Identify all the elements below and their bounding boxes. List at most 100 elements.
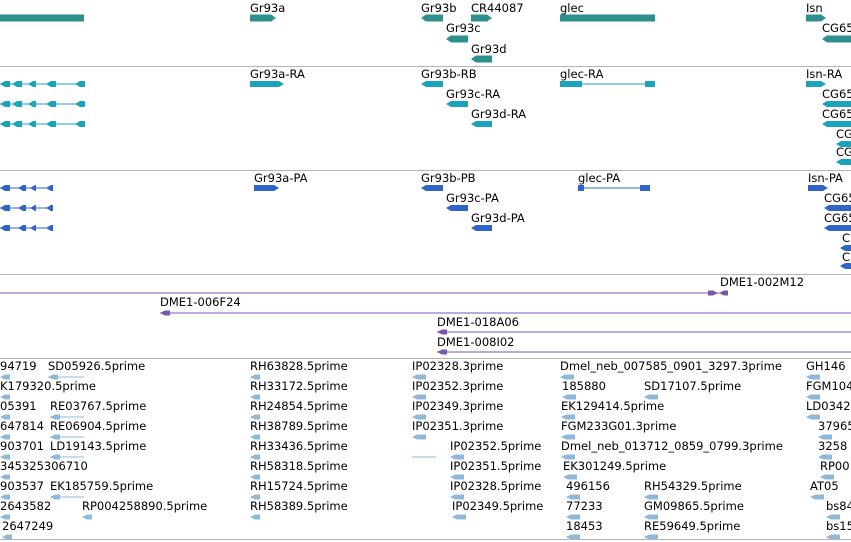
est-label[interactable]: 185880 (562, 379, 606, 393)
est-bar[interactable] (566, 514, 580, 520)
est-label[interactable]: 2647249 (2, 519, 54, 533)
est-bar[interactable] (644, 514, 658, 520)
transcript-label[interactable]: CG (836, 145, 851, 159)
transcript-left-exon[interactable] (75, 81, 85, 87)
est-bar[interactable] (560, 374, 574, 380)
transcript-label[interactable]: Gr93b-RB (421, 67, 477, 81)
est-bar[interactable] (412, 394, 426, 400)
est-bar[interactable] (0, 434, 10, 440)
gene-bar[interactable] (0, 14, 84, 22)
est-label[interactable]: RH58318.5prime (250, 459, 348, 473)
protein-bar[interactable] (421, 185, 443, 191)
est-bar[interactable] (0, 394, 10, 400)
transcript-left-exon[interactable] (0, 121, 10, 127)
est-label[interactable]: GH146 (806, 359, 846, 373)
est-bar[interactable] (644, 494, 658, 500)
transcript-label[interactable]: CG (836, 127, 851, 141)
est-label[interactable]: GM09865.5prime (644, 499, 744, 513)
protein-left-exon[interactable] (18, 205, 26, 211)
est-bar[interactable] (0, 414, 10, 420)
transcript-left-exon[interactable] (28, 101, 36, 107)
est-label[interactable]: EK301249.5prime (563, 459, 667, 473)
clone-label[interactable]: DME1-002M12 (720, 275, 805, 289)
transcript-left-exon[interactable] (12, 121, 22, 127)
est-label[interactable]: IP02349.3prime (412, 399, 504, 413)
est-label[interactable]: RH54329.5prime (644, 479, 742, 493)
protein-bar[interactable] (808, 185, 828, 191)
protein-bar[interactable] (254, 185, 279, 191)
est-label[interactable]: SD17107.5prime (644, 379, 742, 393)
est-label[interactable]: EK129414.5prime (561, 399, 665, 413)
est-bar[interactable] (0, 494, 10, 500)
gene-bar[interactable] (560, 14, 655, 22)
transcript-left-exon[interactable] (75, 101, 85, 107)
protein-label[interactable]: CG65 (824, 211, 851, 225)
protein-left-exon[interactable] (0, 185, 10, 191)
est-bar[interactable] (562, 394, 576, 400)
est-bar[interactable] (450, 494, 464, 500)
protein-left-exon[interactable] (30, 205, 36, 211)
gene-bar[interactable] (250, 14, 276, 22)
gene-label[interactable]: Gr93a (250, 1, 286, 15)
protein-left-exon[interactable] (0, 205, 10, 211)
est-label[interactable]: RH15724.5prime (250, 479, 348, 493)
est-bar[interactable] (250, 514, 260, 520)
protein-label[interactable]: Gr93d-PA (471, 211, 525, 225)
est-bar[interactable] (82, 514, 92, 520)
transcript-bar[interactable] (250, 81, 284, 87)
transcript-left-exon[interactable] (12, 81, 22, 87)
clone-label[interactable]: DME1-008I02 (437, 335, 515, 349)
est-label[interactable]: 05391 (0, 399, 37, 413)
transcript-left-exon[interactable] (0, 81, 10, 87)
protein-left-exon[interactable] (18, 185, 26, 191)
protein-label[interactable]: Gr93a-PA (254, 171, 308, 185)
protein-bar[interactable] (824, 225, 851, 231)
est-label[interactable]: 37965 (818, 419, 851, 433)
est-bar[interactable] (563, 474, 577, 480)
est-bar[interactable] (250, 454, 260, 460)
transcript-left-exon[interactable] (46, 121, 56, 127)
est-label[interactable]: FGM233G01.3prime (561, 419, 677, 433)
est-label[interactable]: RP004258890.5prime (82, 499, 208, 513)
est-bar[interactable] (561, 454, 575, 460)
est-label[interactable]: AT05 (810, 479, 839, 493)
est-bar[interactable] (826, 534, 840, 540)
transcript-left-exon[interactable] (28, 81, 36, 87)
est-bar[interactable] (452, 514, 466, 520)
est-bar[interactable] (250, 374, 260, 380)
est-bar[interactable] (0, 514, 10, 520)
gene-label[interactable]: Gr93d (471, 42, 507, 56)
est-bar[interactable] (0, 474, 10, 480)
est-bar[interactable] (818, 434, 832, 440)
gene-bar[interactable] (806, 14, 826, 22)
est-bar[interactable] (250, 494, 260, 500)
est-label[interactable]: Dmel_neb_013712_0859_0799.3prime (561, 439, 783, 453)
clone-end[interactable] (437, 349, 447, 355)
est-bar[interactable] (250, 434, 260, 440)
protein-label[interactable]: C (842, 250, 851, 264)
est-bar[interactable] (412, 434, 426, 440)
est-label[interactable]: Dmel_neb_007585_0901_3297.3prime (560, 359, 782, 373)
est-bar[interactable] (250, 414, 260, 420)
est-bar[interactable] (561, 414, 575, 420)
gene-label[interactable]: glec (560, 1, 584, 15)
est-label[interactable]: RH24854.5prime (250, 399, 348, 413)
est-label[interactable]: IP02328.3prime (412, 359, 504, 373)
transcript-bar[interactable] (822, 101, 851, 107)
transcript-bar[interactable] (421, 81, 443, 87)
est-label[interactable]: 496156 (566, 479, 610, 493)
est-label[interactable]: 2643582 (0, 499, 52, 513)
protein-left-exon[interactable] (30, 185, 36, 191)
transcript-bar[interactable] (806, 81, 826, 87)
transcript-bar[interactable] (836, 141, 851, 147)
transcript-glec-exon[interactable] (645, 81, 655, 87)
est-label[interactable]: IP02351.3prime (412, 419, 504, 433)
est-bar[interactable] (810, 494, 824, 500)
est-label[interactable]: 647814 (0, 419, 44, 433)
est-label[interactable]: 77233 (566, 499, 603, 513)
protein-label[interactable]: glec-PA (578, 171, 621, 185)
transcript-glec-exon[interactable] (560, 81, 582, 87)
protein-left-exon[interactable] (30, 225, 36, 231)
transcript-bar[interactable] (822, 121, 851, 127)
clone-end[interactable] (160, 310, 170, 316)
